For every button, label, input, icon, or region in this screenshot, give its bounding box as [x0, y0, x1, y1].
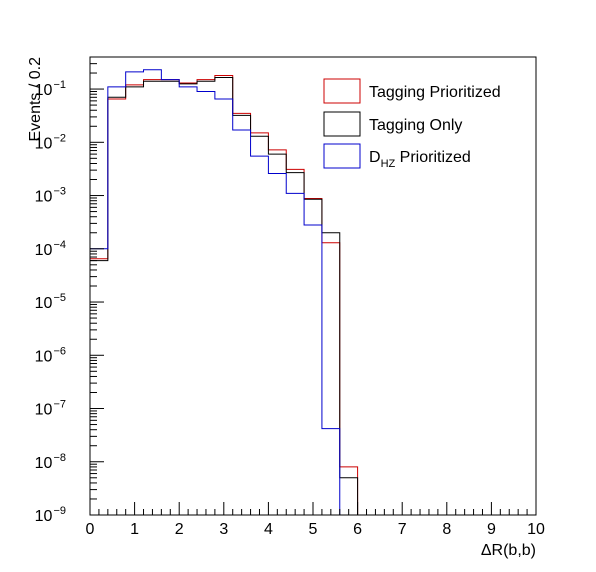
x-tick-label: 5 — [309, 521, 318, 538]
y-tick-label: 10−9 — [35, 505, 66, 525]
legend-entry: Tagging Only — [323, 111, 462, 137]
legend-label: DHZ Prioritized — [369, 149, 471, 170]
y-tick-label: 10−3 — [35, 186, 66, 206]
x-tick-label: 4 — [264, 521, 273, 538]
legend-entry: Tagging Prioritized — [323, 78, 501, 104]
x-tick-label: 2 — [175, 521, 184, 538]
x-axis-title: ΔR(b,b) — [481, 542, 536, 559]
legend-swatch — [323, 111, 361, 137]
series-1 — [89, 76, 359, 515]
series-0 — [89, 74, 359, 515]
legend-label: Tagging Only — [369, 117, 462, 134]
y-tick-label: 10−8 — [35, 452, 66, 472]
y-tick-label: 10−6 — [35, 345, 66, 365]
x-tick-label: 9 — [487, 521, 496, 538]
x-tick-label: 6 — [353, 521, 362, 538]
plot-frame — [89, 56, 537, 516]
series-layer — [89, 69, 359, 516]
legend: Tagging Prioritized Tagging Only DHZ Prior… — [323, 78, 501, 170]
x-tick-label: 8 — [442, 521, 451, 538]
x-tick-label: 7 — [398, 521, 407, 538]
x-tick-label: 10 — [527, 521, 545, 538]
legend-swatch — [323, 78, 361, 104]
series-line — [89, 76, 359, 515]
legend-swatch — [323, 143, 361, 169]
y-tick-label: 10−7 — [35, 399, 66, 419]
y-axis-title: Events / 0.2 — [27, 57, 44, 142]
legend-label: Tagging Prioritized — [369, 84, 501, 101]
x-tick-label: 0 — [86, 521, 95, 538]
y-axis: 10−910−810−710−610−510−410−310−210−1 — [35, 56, 104, 525]
x-tick-label: 3 — [219, 521, 228, 538]
series-line — [89, 74, 359, 515]
x-axis: 0 1 2 3 4 5 6 7 8 9 10 — [86, 502, 545, 538]
y-tick-label: 10−5 — [35, 292, 66, 312]
legend-entry: DHZ Prioritized — [323, 143, 471, 170]
series-line — [89, 69, 358, 516]
y-tick-label: 10−4 — [35, 239, 66, 259]
x-tick-label: 1 — [130, 521, 139, 538]
series-2 — [89, 69, 358, 516]
